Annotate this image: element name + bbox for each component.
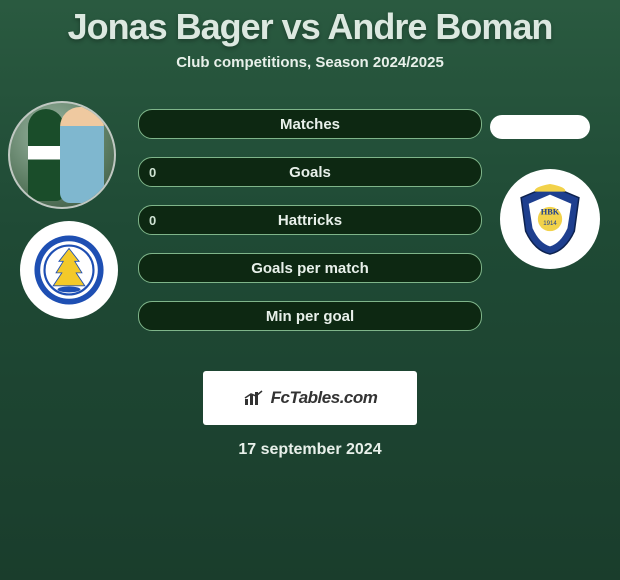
snapshot-date: 17 september 2024 [0, 441, 620, 459]
stat-bar-goals: 0 Goals [138, 157, 482, 187]
stat-label: Matches [280, 116, 340, 133]
club2-badge: HBK 1914 [500, 169, 600, 269]
stat-bar-matches: Matches [138, 109, 482, 139]
stat-label: Hattricks [278, 212, 342, 229]
stat-bar-goals-per-match: Goals per match [138, 253, 482, 283]
player1-photo [8, 101, 116, 209]
stat-bar-min-per-goal: Min per goal [138, 301, 482, 331]
player2-photo [490, 115, 590, 139]
svg-text:HBK: HBK [541, 207, 560, 216]
comparison-stage: HBK 1914 Matches 0 Goals 0 Hattricks Goa… [0, 91, 620, 351]
stat-left-value: 0 [149, 165, 156, 180]
stat-label: Goals [289, 164, 331, 181]
page-title: Jonas Bager vs Andre Boman [0, 6, 620, 48]
chart-icon [243, 389, 265, 407]
club1-badge [20, 221, 118, 319]
stat-left-value: 0 [149, 213, 156, 228]
page-subtitle: Club competitions, Season 2024/2025 [0, 54, 620, 71]
hbk-crest-icon: HBK 1914 [512, 181, 588, 257]
stat-label: Goals per match [251, 260, 369, 277]
stat-label: Min per goal [266, 308, 354, 325]
ifk-crest-icon [33, 234, 105, 306]
svg-text:1914: 1914 [543, 220, 557, 227]
brand-badge: FcTables.com [203, 371, 417, 425]
brand-text: FcTables.com [271, 388, 378, 408]
stat-bars: Matches 0 Goals 0 Hattricks Goals per ma… [138, 109, 482, 349]
stat-bar-hattricks: 0 Hattricks [138, 205, 482, 235]
